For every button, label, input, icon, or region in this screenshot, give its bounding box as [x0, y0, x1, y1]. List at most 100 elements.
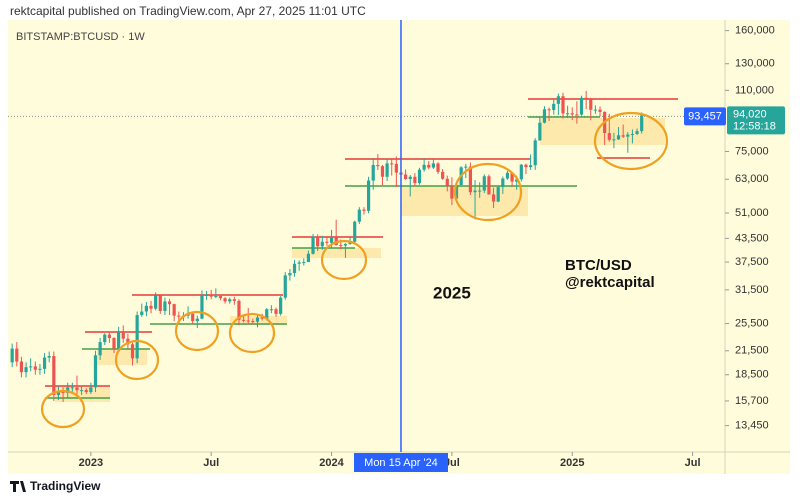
candle-body [505, 172, 510, 179]
candle-body [404, 174, 408, 180]
candle-body [75, 387, 79, 391]
candle-body [61, 392, 65, 394]
candle-body [445, 178, 449, 187]
y-tick-label: 130,000 [735, 58, 775, 70]
last-price-label: 94,020 [733, 108, 767, 120]
crosshair-date-box [353, 453, 448, 472]
annotation-text: 2025 [433, 283, 471, 302]
candle-body [177, 315, 181, 317]
candle-body [154, 295, 158, 309]
candle-body [117, 331, 121, 349]
y-tick-label: 75,000 [735, 145, 769, 157]
candle-body [422, 164, 426, 170]
candle-body [366, 180, 371, 211]
candle-body [38, 368, 42, 370]
chart-panel [8, 20, 790, 474]
candle-body [163, 301, 167, 311]
candle-body [464, 166, 468, 168]
x-tick-label: Jul [685, 457, 701, 469]
candle-body [255, 317, 260, 322]
candle-body [302, 262, 306, 264]
candle-body [325, 241, 329, 243]
candle-body [431, 163, 435, 168]
crosshair-price-box [684, 107, 726, 126]
candle-body [380, 166, 385, 177]
candle-body [362, 209, 366, 211]
candle-body [274, 309, 278, 314]
highlight-circle [593, 111, 669, 171]
candle-body [575, 114, 579, 116]
candle-body [52, 356, 56, 395]
candle-body [436, 163, 440, 172]
candle-body [306, 253, 311, 263]
annotation-text: @rektcapital [565, 274, 655, 291]
highlight-circle [174, 310, 220, 352]
candle-body [56, 392, 61, 395]
y-tick-label: 15,700 [735, 395, 769, 407]
y-tick-label: 18,500 [735, 369, 769, 381]
candle-body [70, 387, 74, 389]
candle-body [144, 305, 149, 312]
x-tick-label: 2025 [560, 457, 584, 469]
symbol-label: BITSTAMP:BTCUSD · 1W [16, 31, 145, 43]
candle-body [607, 133, 611, 140]
candle-body [528, 165, 533, 168]
candle-body [140, 311, 144, 316]
countdown-label: 12:58:18 [733, 120, 776, 132]
y-tick-label: 13,450 [735, 420, 769, 432]
candle-body [394, 163, 398, 173]
x-tick-label: Jul [203, 457, 219, 469]
candle-body [93, 355, 98, 388]
candle-body [66, 387, 70, 394]
candle-body [376, 165, 380, 167]
y-tick-label: 25,500 [735, 317, 769, 329]
y-tick-label: 43,500 [735, 232, 769, 244]
crosshair-price-label: 93,457 [688, 110, 722, 122]
candle-body [371, 165, 375, 181]
y-tick-label: 51,000 [735, 207, 769, 219]
candle-body [348, 241, 352, 244]
candle-body [79, 390, 84, 392]
candle-body [524, 164, 528, 168]
candle-body [519, 164, 523, 180]
candle-body [112, 337, 116, 349]
candle-body [417, 169, 422, 184]
candle-body [579, 97, 584, 115]
candle-body [214, 296, 218, 298]
candle-body [621, 135, 625, 137]
candle-body [218, 296, 223, 299]
candle-body [19, 361, 24, 373]
brand-logo [10, 481, 26, 492]
candle-body [200, 295, 204, 319]
zone [292, 248, 381, 258]
candle-body [269, 309, 273, 311]
candle-body [612, 139, 616, 141]
candle-body [454, 184, 459, 199]
candle-body [195, 318, 199, 322]
candle-body [292, 263, 297, 274]
candle-body [42, 357, 47, 369]
candle-body [251, 321, 255, 323]
candle-body [33, 366, 37, 370]
y-tick-label: 21,500 [735, 345, 769, 357]
candle-body [566, 113, 570, 115]
zone [97, 349, 147, 365]
candle-body [329, 236, 334, 243]
candle-body [357, 209, 361, 222]
candle-body [598, 109, 602, 112]
candle-body [47, 356, 51, 358]
candle-body [584, 97, 588, 99]
candle-body [515, 179, 519, 182]
candle-body [491, 194, 496, 202]
highlight-circle [453, 162, 523, 222]
zone [540, 118, 665, 145]
highlight-circles [40, 111, 669, 429]
candle-body [311, 236, 315, 254]
candle-body [547, 109, 551, 111]
candle-body [533, 140, 537, 166]
candle-body [228, 299, 232, 302]
candle-body [478, 190, 482, 192]
candle-body [191, 313, 195, 322]
